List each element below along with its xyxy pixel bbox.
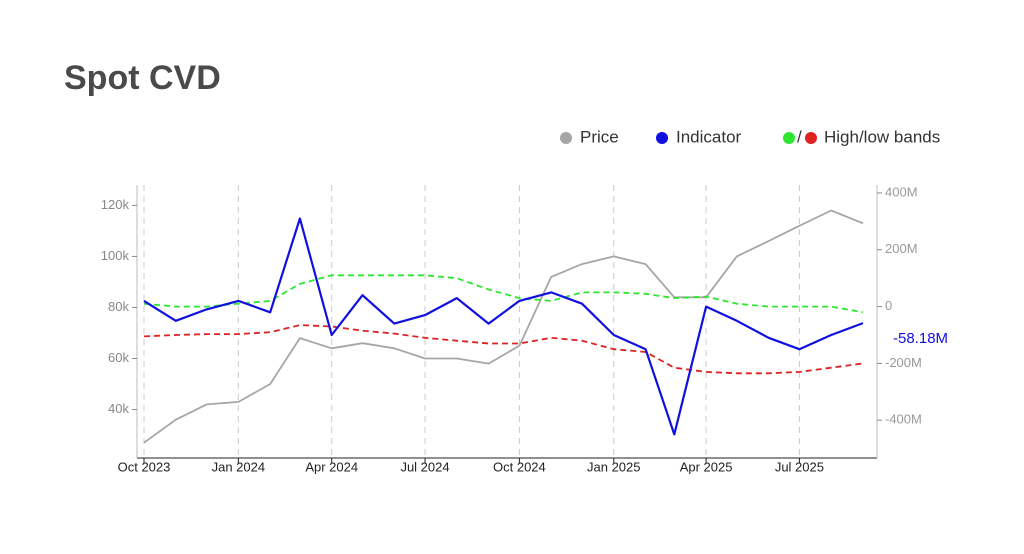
value-label: -58.18M: [893, 330, 948, 347]
legend-label: Price: [580, 127, 619, 146]
series-line: [143, 274, 864, 314]
x-tick-label: Apr 2025: [680, 459, 733, 474]
y-tick-label: 40k: [108, 401, 129, 416]
y2-tick-label: 400M: [885, 184, 918, 199]
y2-tick-label: -200M: [885, 355, 922, 370]
x-tick-label: Apr 2024: [305, 459, 358, 474]
series-line: [143, 217, 864, 436]
y-tick-label: 80k: [108, 299, 129, 314]
legend-dot: [560, 132, 572, 144]
legend-dot: [783, 132, 795, 144]
y-tick-label: 120k: [101, 197, 130, 212]
y2-tick-label: 0: [885, 298, 892, 313]
chart-title: Spot CVD: [64, 59, 221, 97]
legend-separator: /: [797, 127, 802, 146]
legend-dot: [656, 132, 668, 144]
x-tick-label: Jan 2024: [212, 459, 266, 474]
x-tick-label: Oct 2024: [493, 459, 546, 474]
y-tick-label: 60k: [108, 350, 129, 365]
y2-tick-label: 200M: [885, 241, 918, 256]
legend-label: Indicator: [676, 127, 742, 146]
y2-tick-label: -400M: [885, 412, 922, 427]
series-line: [143, 324, 864, 375]
y-tick-label: 100k: [101, 248, 130, 263]
legend-dot: [805, 132, 817, 144]
x-tick-label: Jul 2025: [775, 459, 824, 474]
series-line: [143, 209, 864, 444]
legend-label: High/low bands: [824, 127, 940, 146]
x-tick-label: Jul 2024: [400, 459, 449, 474]
x-tick-label: Jan 2025: [587, 459, 641, 474]
x-tick-label: Oct 2023: [118, 459, 171, 474]
